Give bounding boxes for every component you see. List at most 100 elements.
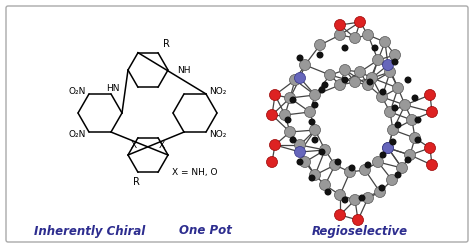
Circle shape	[373, 55, 383, 65]
Circle shape	[349, 76, 361, 88]
Circle shape	[325, 69, 336, 81]
Circle shape	[290, 137, 296, 143]
Circle shape	[376, 92, 388, 102]
Circle shape	[367, 79, 373, 85]
Circle shape	[415, 137, 421, 143]
Circle shape	[380, 152, 386, 158]
Circle shape	[365, 162, 371, 168]
Circle shape	[359, 164, 371, 176]
Circle shape	[374, 186, 385, 197]
Circle shape	[386, 175, 398, 186]
Circle shape	[297, 55, 303, 61]
Circle shape	[304, 106, 316, 118]
Circle shape	[383, 143, 393, 154]
Circle shape	[319, 145, 330, 155]
Circle shape	[309, 175, 315, 181]
Circle shape	[339, 64, 350, 75]
Circle shape	[390, 139, 396, 145]
Circle shape	[392, 105, 398, 111]
Circle shape	[280, 110, 291, 121]
Text: X: X	[130, 141, 137, 150]
Circle shape	[407, 115, 418, 125]
Circle shape	[405, 77, 411, 83]
Text: R: R	[133, 177, 139, 187]
Circle shape	[400, 99, 410, 111]
Circle shape	[425, 143, 436, 154]
Text: NO₂: NO₂	[209, 88, 227, 96]
Circle shape	[342, 77, 348, 83]
Circle shape	[300, 156, 310, 167]
Circle shape	[392, 59, 398, 65]
Circle shape	[355, 66, 365, 77]
Circle shape	[388, 124, 399, 135]
Circle shape	[310, 169, 320, 181]
Circle shape	[427, 106, 438, 118]
Circle shape	[335, 210, 346, 220]
Text: X = NH, O: X = NH, O	[172, 168, 218, 178]
Circle shape	[366, 72, 377, 84]
Circle shape	[425, 90, 436, 100]
Circle shape	[317, 52, 323, 58]
Text: O₂N: O₂N	[69, 129, 86, 139]
Circle shape	[392, 83, 403, 93]
Circle shape	[335, 80, 346, 91]
Text: Regioselective: Regioselective	[312, 224, 408, 238]
Text: O₂N: O₂N	[69, 88, 86, 96]
Circle shape	[395, 122, 401, 128]
Circle shape	[412, 95, 418, 101]
Circle shape	[372, 45, 378, 51]
Circle shape	[404, 150, 416, 160]
Circle shape	[405, 157, 411, 163]
Circle shape	[427, 159, 438, 171]
Circle shape	[342, 45, 348, 51]
Circle shape	[410, 132, 420, 144]
Circle shape	[396, 162, 408, 174]
Circle shape	[310, 124, 320, 135]
Circle shape	[359, 195, 365, 201]
Circle shape	[294, 147, 306, 157]
Circle shape	[335, 159, 341, 165]
Circle shape	[355, 17, 365, 28]
Circle shape	[390, 50, 401, 61]
Circle shape	[380, 89, 386, 95]
Circle shape	[383, 60, 393, 70]
Circle shape	[383, 143, 393, 154]
Circle shape	[395, 172, 401, 178]
Text: NO₂: NO₂	[209, 129, 227, 139]
Circle shape	[300, 60, 310, 70]
Circle shape	[284, 93, 295, 103]
Circle shape	[379, 185, 385, 191]
Circle shape	[266, 110, 277, 121]
Circle shape	[335, 30, 346, 40]
Circle shape	[322, 82, 328, 88]
Circle shape	[415, 117, 421, 123]
Circle shape	[310, 90, 320, 100]
Circle shape	[270, 90, 281, 100]
Circle shape	[315, 39, 326, 51]
Text: Inherently Chiral: Inherently Chiral	[35, 224, 146, 238]
Circle shape	[384, 106, 395, 118]
Circle shape	[342, 197, 348, 203]
Text: HN: HN	[107, 84, 120, 93]
Circle shape	[335, 20, 346, 31]
Text: X: X	[159, 141, 165, 150]
Circle shape	[284, 126, 295, 137]
Circle shape	[335, 189, 346, 200]
Circle shape	[349, 194, 361, 206]
Text: NH: NH	[177, 66, 191, 75]
Circle shape	[345, 166, 356, 178]
Circle shape	[312, 137, 318, 143]
FancyBboxPatch shape	[6, 6, 468, 242]
Circle shape	[285, 117, 291, 123]
Circle shape	[266, 156, 277, 167]
Circle shape	[294, 139, 306, 151]
Circle shape	[349, 165, 355, 171]
Text: R: R	[163, 39, 170, 49]
Circle shape	[363, 80, 374, 91]
Circle shape	[319, 149, 325, 155]
Circle shape	[312, 102, 318, 108]
Circle shape	[319, 180, 330, 190]
Circle shape	[363, 192, 374, 204]
Circle shape	[384, 66, 395, 77]
Circle shape	[353, 215, 364, 225]
